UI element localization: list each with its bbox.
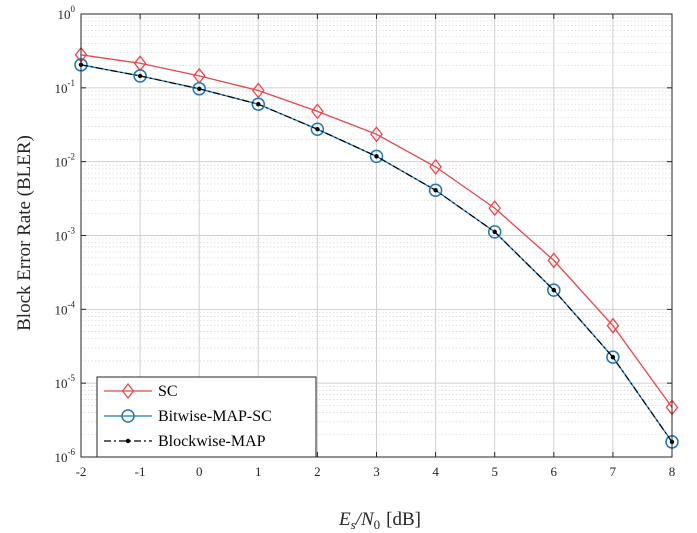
legend: SC Bitwise-MAP-SC Blockwise-MAP	[96, 376, 317, 458]
y-tick-label: 100	[58, 4, 76, 22]
circle-marker	[606, 350, 620, 364]
x-tick-label: 6	[551, 464, 558, 479]
legend-label: SC	[158, 383, 178, 400]
circle-marker	[310, 122, 325, 136]
dot-marker	[551, 287, 556, 293]
dot-marker	[610, 354, 616, 360]
legend-entry: SC	[104, 382, 178, 400]
series-line	[80, 54, 673, 408]
x-tick-label: 8	[669, 464, 676, 479]
circle-marker	[192, 82, 206, 96]
diamond-marker	[488, 200, 502, 217]
legend-label: Blockwise-MAP	[158, 433, 266, 450]
legend-items: SC Bitwise-MAP-SC Blockwise-MAP	[104, 382, 272, 450]
y-tick-label: 10-6	[55, 447, 76, 465]
y-tick-exponent: -3	[68, 226, 76, 236]
circle-marker	[369, 149, 384, 164]
circle-marker	[547, 283, 561, 297]
y-tick-base: 10	[55, 81, 68, 96]
diamond-marker	[606, 317, 620, 334]
legend-entry: Bitwise-MAP-SC	[104, 408, 272, 425]
x-tick-label: -1	[135, 464, 146, 479]
circle-marker	[133, 69, 147, 83]
x-axis-label: Es/N0 [dB]	[338, 509, 421, 532]
circle-marker	[121, 409, 135, 423]
x-tick-label: 3	[373, 464, 380, 479]
x-tick-label: -2	[76, 464, 87, 479]
x-axis-label-sub1: s	[351, 517, 356, 532]
y-tick-exponent: -1	[68, 78, 76, 88]
legend-label: Bitwise-MAP-SC	[158, 408, 272, 425]
y-tick-exponent: -5	[68, 373, 76, 383]
dot-marker	[315, 127, 320, 132]
x-tick-label: 2	[314, 464, 321, 479]
dot-marker	[433, 188, 438, 193]
dot-marker	[256, 102, 261, 107]
dot-marker	[492, 229, 497, 235]
circle-marker	[251, 97, 266, 111]
diamond-marker	[311, 103, 324, 120]
y-axis-label: Block Error Rate (BLER)	[14, 135, 35, 331]
x-tick-label: 4	[432, 464, 439, 479]
dot-marker	[125, 438, 131, 444]
dot-marker	[374, 154, 379, 159]
circle-marker	[487, 225, 502, 239]
y-tick-label: 10-5	[55, 373, 76, 391]
y-tick-base: 10	[58, 7, 71, 22]
y-tick-exponent: -6	[68, 447, 76, 457]
y-tick-exponent: 0	[71, 4, 76, 14]
x-tick-label: 0	[196, 464, 203, 479]
diamond-marker	[429, 158, 442, 175]
y-tick-base: 10	[55, 376, 68, 391]
x-tick-label: 5	[491, 464, 498, 479]
y-tick-label: 10-3	[55, 226, 76, 244]
y-tick-label: 10-4	[55, 299, 76, 317]
diamond-marker	[370, 126, 383, 143]
x-axis-label-main: E	[338, 509, 351, 530]
y-tick-label: 10-2	[55, 152, 76, 170]
x-axis-label-sub2: 0	[374, 517, 381, 532]
x-tick-label: 7	[610, 464, 617, 479]
y-tick-exponent: -4	[68, 299, 76, 309]
y-tick-base: 10	[55, 450, 68, 465]
y-tick-base: 10	[55, 229, 68, 244]
diamond-marker	[547, 252, 561, 269]
y-tick-base: 10	[55, 155, 68, 170]
dot-marker	[197, 86, 202, 92]
x-axis-label-unit: [dB]	[386, 509, 421, 530]
y-tick-exponent: -2	[68, 152, 76, 162]
y-tick-base: 10	[55, 302, 68, 317]
x-tick-label: 1	[255, 464, 262, 479]
x-axis-label-slash: /N	[355, 509, 375, 530]
series-blockwise-map	[78, 62, 675, 445]
legend-entry: Blockwise-MAP	[104, 433, 266, 450]
circle-marker	[428, 183, 443, 198]
y-tick-label: 10-1	[55, 78, 76, 96]
diamond-marker	[121, 382, 135, 400]
dot-marker	[137, 73, 143, 79]
